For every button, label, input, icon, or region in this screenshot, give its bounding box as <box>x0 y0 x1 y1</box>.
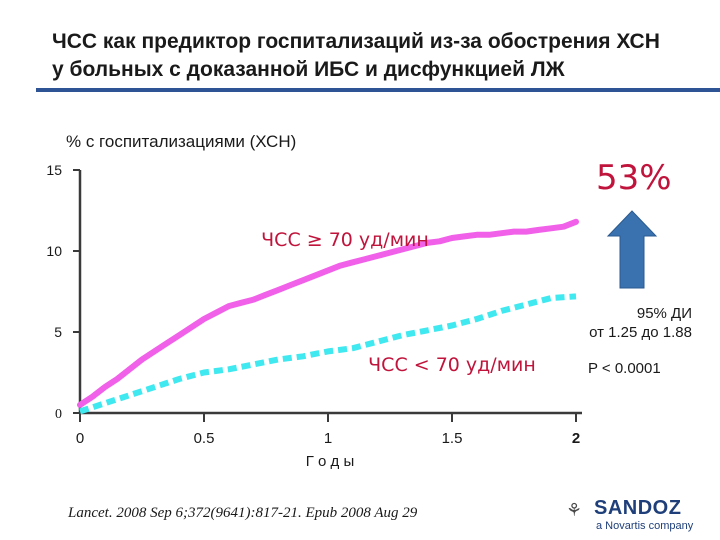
ci-line-1: 95% ДИ <box>636 305 692 322</box>
y-axis-label: % с госпитализациями (ХСН) <box>66 132 297 151</box>
series-line-hr-low <box>79 293 577 415</box>
y-tick-label: 5 <box>54 324 62 340</box>
citation: Lancet. 2008 Sep 6;372(9641):817-21. Epu… <box>68 505 418 521</box>
y-tick-label: 10 <box>46 243 62 259</box>
x-tick-label: 0.5 <box>194 430 215 447</box>
logo-name: SANDOZ <box>594 497 682 519</box>
confidence-interval: 95% ДИ от 1.25 до 1.88 <box>568 304 692 342</box>
x-tick-label: 1.5 <box>442 430 463 447</box>
x-axis-label: Г о д ы <box>306 453 355 470</box>
title-line-2: у больных с доказанной ИБС и дисфункцией… <box>52 58 565 81</box>
y-tick-label: 15 <box>46 162 62 178</box>
ci-line-2: от 1.25 до 1.88 <box>589 324 692 341</box>
series-label-hr-high: ЧСС ≥ 70 уд/мин <box>261 229 429 251</box>
sandoz-logo-icon: ⚘ <box>566 500 583 521</box>
risk-increase-percent: 53% <box>596 158 672 198</box>
logo-subtitle: a Novartis company <box>596 520 694 532</box>
slide-title: ЧСС как предиктор госпитализаций из-за о… <box>52 28 692 84</box>
title-divider <box>36 88 720 92</box>
series-label-hr-low: ЧСС < 70 уд/мин <box>368 354 536 376</box>
sandoz-logo: ⚘ SANDOZ a Novartis company <box>566 494 696 536</box>
up-arrow-icon <box>606 210 658 289</box>
title-line-1: ЧСС как предиктор госпитализаций из-за о… <box>52 30 660 53</box>
p-value: P < 0.0001 <box>588 360 661 377</box>
x-tick-label: 0 <box>76 430 84 447</box>
y-tick-label: 0 <box>55 407 62 422</box>
x-tick-label: 2 <box>572 430 580 447</box>
x-tick-label: 1 <box>324 430 332 447</box>
series-line-hr-high <box>77 218 579 408</box>
